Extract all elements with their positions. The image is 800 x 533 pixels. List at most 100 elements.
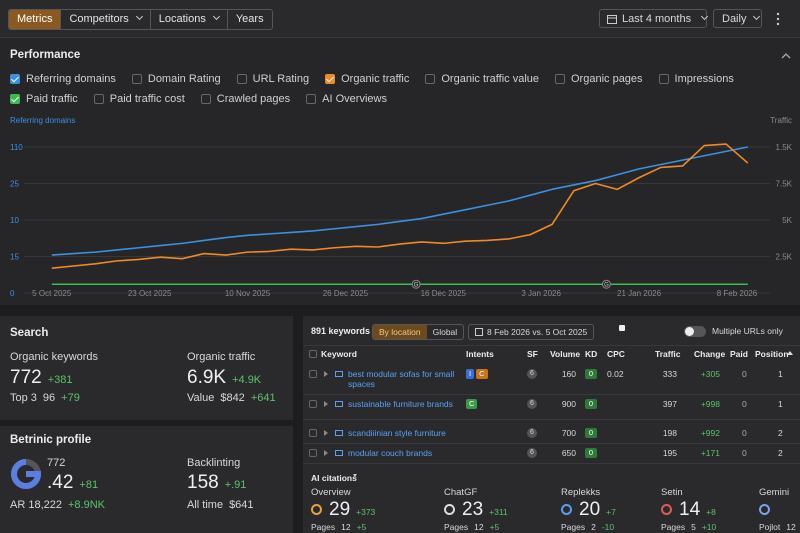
keyword-link[interactable]: scandiiinian style furniture [348, 428, 446, 438]
ai-pages: 5 [691, 522, 696, 532]
metric-option[interactable]: URL Rating [236, 69, 309, 89]
ai-pages-label: Pages [561, 522, 586, 532]
column-header: SF [527, 349, 538, 359]
metric-sub-delta: +79 [61, 392, 80, 404]
x-tick-label: 23 Oct 2025 [128, 289, 172, 298]
tab[interactable]: Metrics [9, 10, 62, 29]
checkbox [425, 74, 436, 84]
interval: Daily [722, 13, 747, 25]
intent-badge: I [466, 369, 475, 379]
annotation-label: G [604, 282, 609, 288]
score-icon [10, 458, 42, 493]
metric-option[interactable]: AI Overviews [306, 89, 387, 109]
date-range-button[interactable]: Last 4 months [599, 9, 707, 28]
row-checkbox[interactable] [309, 449, 317, 457]
x-tick-label: 8 Feb 2026 [717, 289, 758, 298]
interval-button[interactable]: Daily [713, 9, 762, 28]
metric-option[interactable]: Organic traffic [325, 69, 409, 89]
column-header: KD [585, 349, 598, 359]
metric-sub-row: Value $842 +641 [187, 389, 276, 407]
ai-value-row: 23 +311 [462, 500, 508, 521]
sf-badge: 6 [527, 448, 537, 458]
volume: 900 [561, 399, 576, 409]
traffic: 198 [662, 428, 677, 438]
keyword-link[interactable]: sustainable furniture brands [348, 399, 453, 409]
scope-option[interactable]: By location [373, 325, 427, 339]
toggle-switch[interactable] [684, 326, 706, 337]
intent-badge: C [476, 369, 488, 379]
kd-badge: 0 [585, 448, 597, 458]
row-checkbox[interactable] [309, 400, 317, 408]
ai-pages-row: Pages 12 +5 [311, 518, 366, 533]
tab[interactable]: Locations [151, 10, 228, 29]
ai-value: 29 [329, 499, 351, 520]
more-icon[interactable] [775, 12, 781, 26]
row-separator [303, 345, 800, 346]
position: 1 [778, 399, 783, 409]
ai-pages-row: Pages 5 +10 [661, 518, 716, 533]
checkbox [658, 74, 669, 84]
metric-option[interactable]: Organic pages [555, 69, 643, 89]
ai-source-icon [444, 504, 455, 515]
ai-source-name: Replekks [561, 487, 601, 498]
row-checkbox[interactable] [309, 370, 317, 378]
metric-sub-row: Top 3 96 +79 [10, 389, 80, 407]
metric-sub-label: Top 3 [10, 392, 37, 404]
checkbox [306, 94, 317, 104]
checkbox [200, 94, 211, 104]
metric-option[interactable]: Crawled pages [200, 89, 290, 109]
export-icon[interactable] [619, 325, 625, 331]
ai-pages-row: Pojlot 12 [759, 518, 796, 533]
traffic: 195 [662, 448, 677, 458]
metric-option[interactable]: Paid traffic cost [93, 89, 185, 109]
row-separator [303, 463, 800, 464]
intent-badges: C [466, 399, 479, 409]
y-axis-label: Referring domains [10, 116, 75, 125]
option-label: Paid traffic [26, 93, 78, 105]
sort-icon [787, 351, 793, 355]
checkbox [10, 94, 20, 104]
scope-option[interactable]: Global [432, 327, 458, 337]
metric-label: Organic traffic [187, 351, 256, 363]
metric-value-row: 158 +.91 [187, 473, 247, 494]
calendar-icon [475, 328, 483, 336]
ai-source-icon [661, 504, 672, 515]
option-label: Domain Rating [147, 73, 221, 85]
metric-sub-value: $641 [229, 499, 254, 511]
y2-axis-label: Traffic [770, 116, 792, 125]
ai-value-row: 29 +373 [329, 499, 375, 521]
metric-delta: +.91 [224, 479, 247, 491]
ai-pages-delta: +10 [701, 522, 717, 532]
ai-pages-delta: +5 [489, 522, 500, 532]
ai-value: 14 [679, 499, 701, 520]
intent-badge: C [466, 399, 478, 409]
tab[interactable]: Competitors [61, 10, 151, 29]
ai-source-icon [561, 504, 572, 515]
option-label: Organic traffic [341, 73, 410, 85]
metric-option[interactable]: Domain Rating [131, 69, 221, 89]
keyword-link[interactable]: modular couch brands [348, 448, 433, 458]
row-checkbox[interactable] [309, 429, 317, 437]
scope-toggle: By location Global [372, 324, 465, 340]
x-tick-label: 5 Oct 2025 [32, 289, 72, 298]
sf-badge: 6 [527, 428, 537, 438]
keyword-link[interactable]: best modular sofas for small spaces [348, 369, 455, 389]
checkbox [131, 74, 142, 84]
tab[interactable]: Years [235, 13, 264, 25]
metric-option[interactable]: Impressions [658, 69, 734, 89]
ai-source-name: Overview [311, 487, 351, 498]
compare-button[interactable]: 8 Feb 2026 vs. 5 Oct 2025 [468, 324, 595, 340]
metric-value: 772 [10, 367, 42, 388]
menu-chevron [353, 474, 357, 477]
metric-option[interactable]: Paid traffic [10, 89, 78, 109]
collapse-icon[interactable] [781, 52, 791, 60]
panel-title: Performance [10, 49, 81, 61]
y-tick-label: 15 [10, 253, 19, 262]
metric-option[interactable]: Organic traffic value [425, 69, 539, 89]
y2-tick-label: 5K [782, 216, 792, 225]
x-tick-label: 21 Jan 2026 [617, 289, 662, 298]
metric-option[interactable]: Referring domains [10, 69, 116, 89]
row-separator [303, 443, 800, 444]
series-line [51, 143, 749, 269]
